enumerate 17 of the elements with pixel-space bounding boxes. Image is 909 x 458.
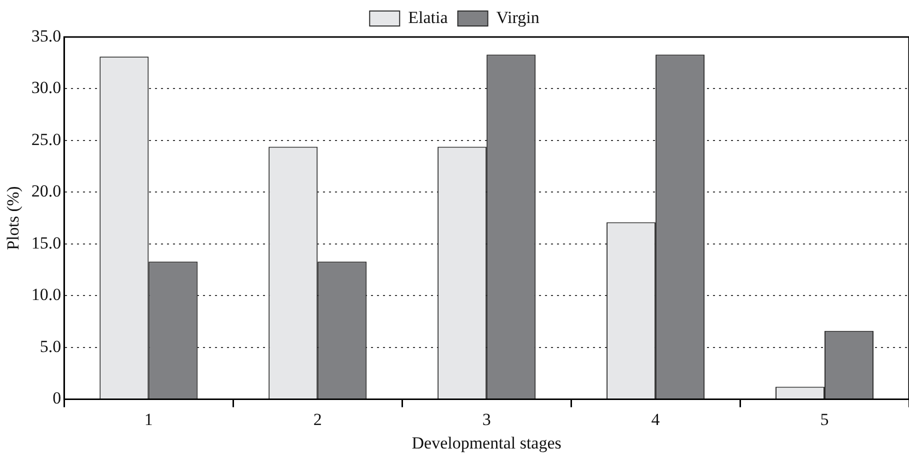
x-tick-label: 2 xyxy=(313,410,322,429)
x-axis-title: Developmental stages xyxy=(412,433,562,452)
y-tick-label: 30.0 xyxy=(31,78,62,98)
x-tick-label: 4 xyxy=(651,410,660,429)
legend-label: Virgin xyxy=(496,8,540,27)
y-tick-label: 5.0 xyxy=(40,336,62,356)
y-tick-label: 0 xyxy=(52,388,62,408)
y-axis-title: Plots (%) xyxy=(4,186,23,250)
y-tick-label: 35.0 xyxy=(31,26,62,46)
y-tick-label: 15.0 xyxy=(31,233,62,252)
legend-label: Elatia xyxy=(408,8,448,27)
y-tick-label: 25.0 xyxy=(31,130,62,149)
x-tick-label: 1 xyxy=(144,410,153,429)
y-tick-label: 10.0 xyxy=(31,285,62,304)
y-tick-label: 20.0 xyxy=(31,182,62,201)
x-tick-label: 3 xyxy=(482,410,491,429)
x-tick-label: 5 xyxy=(820,410,829,429)
